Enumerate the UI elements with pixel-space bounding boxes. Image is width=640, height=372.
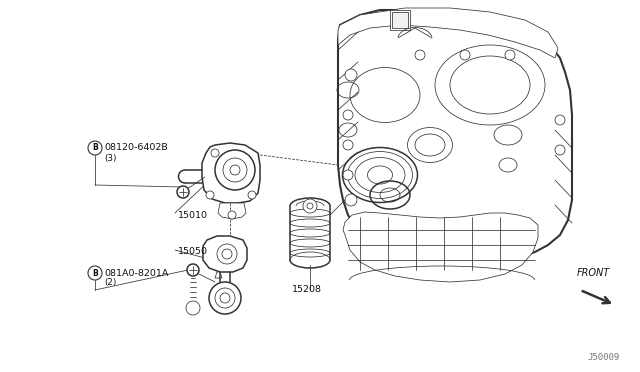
Circle shape xyxy=(555,145,565,155)
Polygon shape xyxy=(343,212,538,282)
Text: 15010: 15010 xyxy=(178,211,208,219)
Circle shape xyxy=(88,141,102,155)
Polygon shape xyxy=(203,236,247,272)
Circle shape xyxy=(555,115,565,125)
Circle shape xyxy=(343,170,353,180)
Polygon shape xyxy=(202,143,260,203)
Circle shape xyxy=(211,149,219,157)
Circle shape xyxy=(248,191,256,199)
Text: 081A0-8201A: 081A0-8201A xyxy=(104,269,168,278)
Circle shape xyxy=(230,165,240,175)
Circle shape xyxy=(343,110,353,120)
Circle shape xyxy=(505,50,515,60)
Circle shape xyxy=(220,293,230,303)
Text: B: B xyxy=(92,269,98,278)
Text: 15050: 15050 xyxy=(178,247,208,257)
Circle shape xyxy=(223,158,247,182)
Circle shape xyxy=(343,140,353,150)
Circle shape xyxy=(206,191,214,199)
Text: J50009: J50009 xyxy=(588,353,620,362)
Polygon shape xyxy=(390,10,410,30)
Circle shape xyxy=(460,50,470,60)
Circle shape xyxy=(209,282,241,314)
Circle shape xyxy=(228,211,236,219)
Polygon shape xyxy=(338,10,572,265)
Circle shape xyxy=(217,244,237,264)
Circle shape xyxy=(177,186,189,198)
Text: (3): (3) xyxy=(104,154,116,163)
Circle shape xyxy=(88,266,102,280)
Circle shape xyxy=(345,69,357,81)
Circle shape xyxy=(345,194,357,206)
Text: 08120-6402B: 08120-6402B xyxy=(104,144,168,153)
Circle shape xyxy=(187,264,199,276)
Text: B: B xyxy=(92,144,98,153)
Circle shape xyxy=(186,301,200,315)
Polygon shape xyxy=(218,203,246,219)
Text: 15208: 15208 xyxy=(292,285,322,295)
Polygon shape xyxy=(215,272,222,278)
Circle shape xyxy=(215,150,255,190)
Polygon shape xyxy=(392,12,408,28)
Text: (2): (2) xyxy=(104,279,116,288)
Text: FRONT: FRONT xyxy=(577,268,611,278)
Circle shape xyxy=(215,288,235,308)
Circle shape xyxy=(307,203,313,209)
Circle shape xyxy=(222,249,232,259)
Circle shape xyxy=(303,199,317,213)
Polygon shape xyxy=(338,8,558,58)
Circle shape xyxy=(415,50,425,60)
